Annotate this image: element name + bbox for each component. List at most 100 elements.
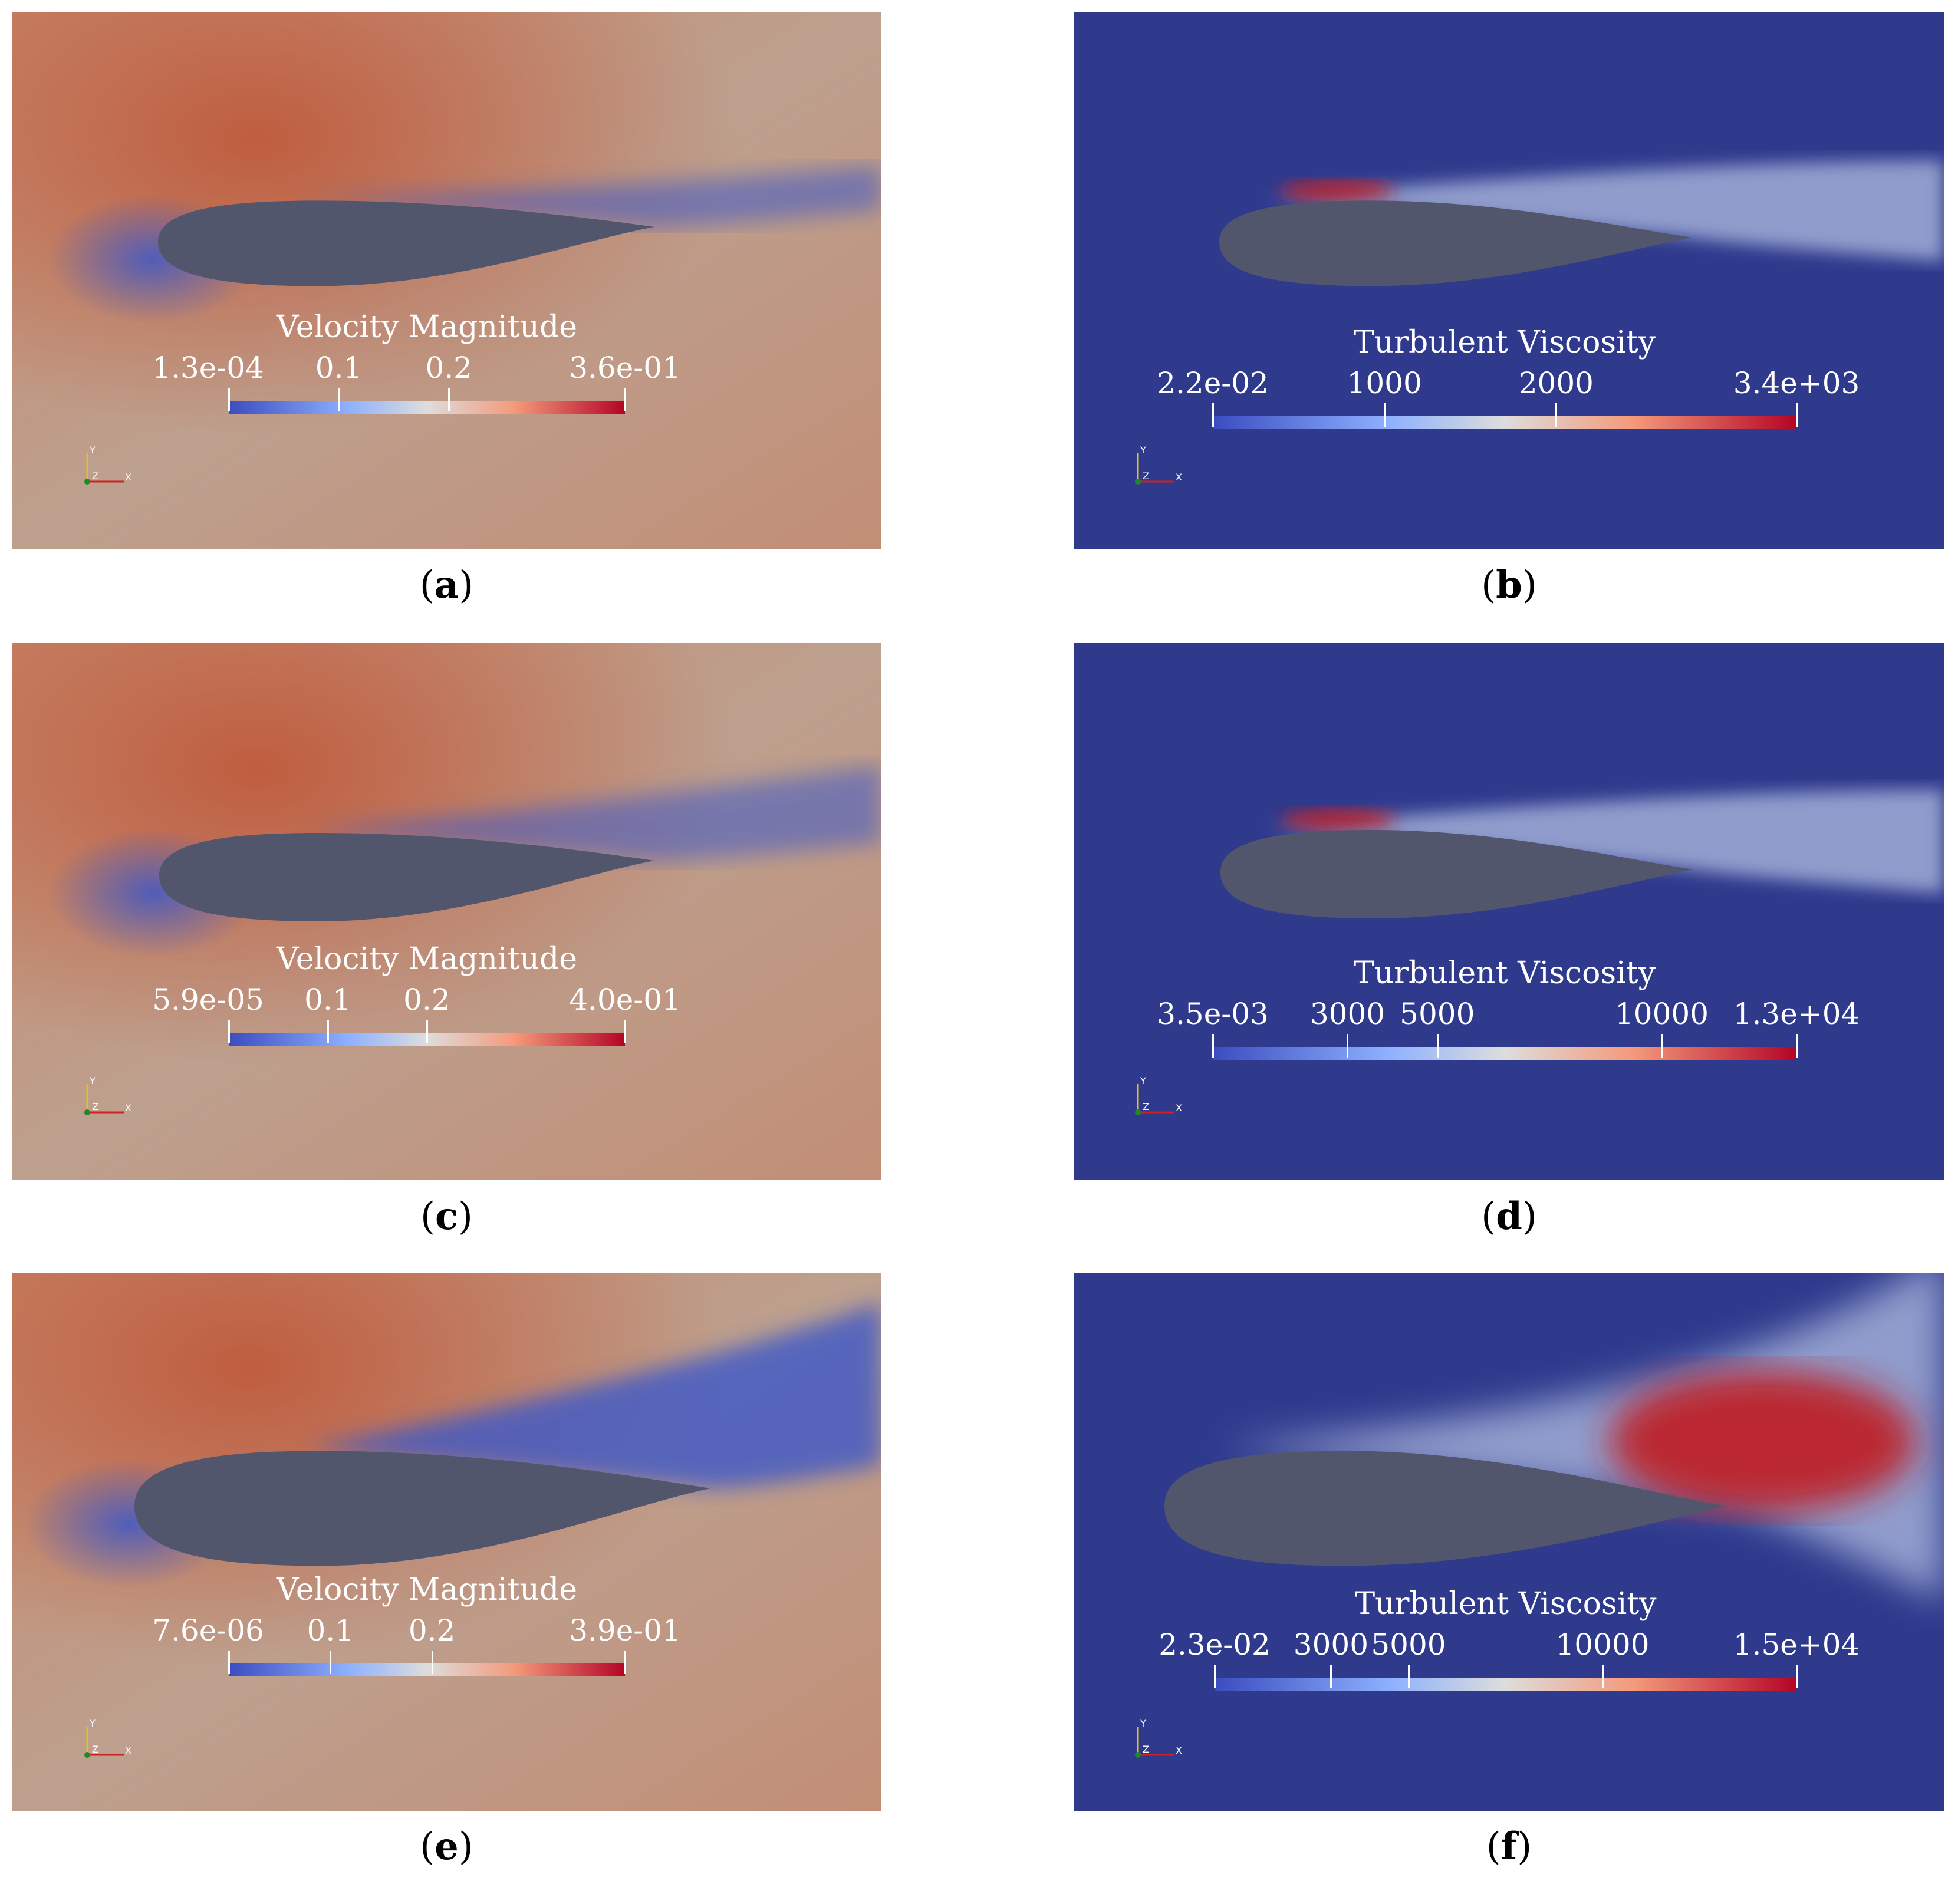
colorbar-tick: [431, 1651, 433, 1674]
flow-field: [1074, 12, 1944, 549]
svg-text:Z: Z: [1143, 470, 1149, 482]
colorbar-title: Velocity Magnitude: [276, 309, 578, 345]
svg-text:X: X: [1176, 1745, 1182, 1756]
colorbar-tick-label: 0.2: [425, 351, 472, 385]
orientation-axes-icon: Y Z X: [1121, 1718, 1186, 1765]
colorbar-tick-label: 3000: [1293, 1628, 1369, 1662]
colorbar-tick-label: 10000: [1615, 997, 1709, 1031]
colorbar-max-label: 1.3e+04: [1733, 997, 1860, 1031]
colorbar-min-tick: [1212, 1034, 1214, 1058]
colorbar-tick: [1436, 1034, 1439, 1058]
colorbar-max-label: 4.0e-01: [569, 983, 681, 1017]
colorbar-tick-label: 0.1: [304, 983, 351, 1017]
colorbar: [1213, 416, 1796, 429]
svg-text:Y: Y: [89, 445, 96, 456]
flow-field: [1074, 643, 1944, 1180]
colorbar-tick: [1555, 403, 1558, 427]
svg-text:Z: Z: [1143, 1744, 1149, 1755]
panel-c: [12, 643, 881, 1180]
svg-text:X: X: [125, 472, 131, 483]
panel-e: [12, 1273, 881, 1811]
airfoil: [1164, 1451, 1727, 1566]
colorbar-max-tick: [624, 1651, 626, 1674]
svg-text:Y: Y: [89, 1076, 96, 1086]
colorbar-tick-label: 3000: [1309, 997, 1386, 1031]
orientation-axes-icon: Y Z X: [1121, 1075, 1186, 1123]
colorbar-max-label: 3.6e-01: [569, 351, 681, 385]
colorbar-min-tick: [228, 1651, 230, 1674]
colorbar-tick: [1384, 403, 1386, 427]
colorbar-tick: [1347, 1034, 1349, 1058]
colorbar-max-tick: [1796, 403, 1798, 427]
svg-text:Z: Z: [92, 1744, 98, 1755]
colorbar-max-label: 1.5e+04: [1733, 1628, 1860, 1662]
svg-text:Y: Y: [1140, 1076, 1146, 1086]
airfoil: [159, 833, 654, 921]
colorbar-max-tick: [1796, 1034, 1798, 1058]
colorbar-title: Turbulent Viscosity: [1353, 325, 1656, 360]
panel-caption-f: (f): [1486, 1824, 1532, 1869]
panel-caption-d: (d): [1481, 1194, 1537, 1238]
svg-text:Y: Y: [89, 1718, 96, 1729]
colorbar-title: Velocity Magnitude: [276, 941, 578, 977]
panel-d: [1074, 643, 1944, 1180]
orientation-axes-icon: Y Z X: [71, 444, 136, 492]
colorbar-max-tick: [1796, 1665, 1798, 1688]
colorbar-min-tick: [228, 1020, 230, 1043]
airfoil: [158, 200, 654, 286]
orientation-axes-icon: Y Z X: [1121, 444, 1186, 492]
colorbar-title: Velocity Magnitude: [276, 1572, 578, 1607]
colorbar-min-label: 2.2e-02: [1157, 366, 1269, 400]
panel-caption-e: (e): [420, 1824, 473, 1869]
colorbar-tick: [448, 388, 450, 411]
colorbar: [1213, 1047, 1796, 1060]
colorbar-tick: [426, 1020, 428, 1043]
colorbar-tick-label: 1000: [1347, 366, 1422, 400]
panel-a: [12, 12, 881, 549]
flow-field: [1074, 1273, 1944, 1811]
svg-text:Z: Z: [92, 1101, 98, 1112]
colorbar-tick: [1330, 1665, 1332, 1688]
orientation-axes-icon: Y Z X: [71, 1075, 136, 1123]
svg-text:X: X: [1176, 1102, 1182, 1114]
colorbar-tick: [1407, 1665, 1410, 1688]
svg-text:X: X: [125, 1745, 131, 1756]
colorbar-tick: [1601, 1665, 1604, 1688]
colorbar-min-label: 2.3e-02: [1159, 1628, 1271, 1662]
colorbar-max-label: 3.9e-01: [569, 1613, 681, 1648]
colorbar: [229, 1663, 625, 1676]
colorbar-max-label: 3.4e+03: [1733, 366, 1860, 400]
colorbar: [229, 401, 625, 414]
panel-caption-a: (a): [419, 563, 474, 607]
colorbar: [1215, 1678, 1796, 1691]
colorbar-tick: [338, 388, 340, 411]
colorbar-min-label: 5.9e-05: [152, 983, 264, 1017]
svg-text:X: X: [1176, 472, 1182, 483]
airfoil: [1220, 830, 1693, 918]
colorbar-tick-label: 10000: [1555, 1628, 1650, 1662]
colorbar-max-tick: [624, 1020, 626, 1043]
orientation-axes-icon: Y Z X: [71, 1718, 136, 1765]
colorbar-tick-label: 0.1: [315, 351, 363, 385]
colorbar-tick: [1661, 1034, 1663, 1058]
airfoil: [1219, 200, 1692, 286]
colorbar-min-tick: [1212, 403, 1214, 427]
airfoil: [134, 1451, 710, 1566]
svg-text:Y: Y: [1140, 1718, 1146, 1729]
colorbar-tick-label: 0.2: [408, 1613, 456, 1648]
colorbar-tick-label: 2000: [1518, 366, 1594, 400]
colorbar-min-label: 1.3e-04: [152, 351, 264, 385]
colorbar-title: Turbulent Viscosity: [1354, 1586, 1657, 1622]
colorbar-tick-label: 5000: [1371, 1628, 1446, 1662]
svg-text:Y: Y: [1140, 445, 1146, 456]
panel-b: [1074, 12, 1944, 549]
colorbar-min-label: 7.6e-06: [152, 1613, 264, 1648]
colorbar-tick-label: 0.1: [307, 1613, 354, 1648]
colorbar-tick-label: 0.2: [403, 983, 450, 1017]
svg-text:Z: Z: [1143, 1101, 1149, 1112]
colorbar-max-tick: [624, 388, 626, 411]
flow-field: [12, 12, 881, 549]
panel-caption-c: (c): [420, 1194, 473, 1238]
colorbar-min-tick: [1214, 1665, 1216, 1688]
panel-caption-b: (b): [1481, 563, 1537, 607]
